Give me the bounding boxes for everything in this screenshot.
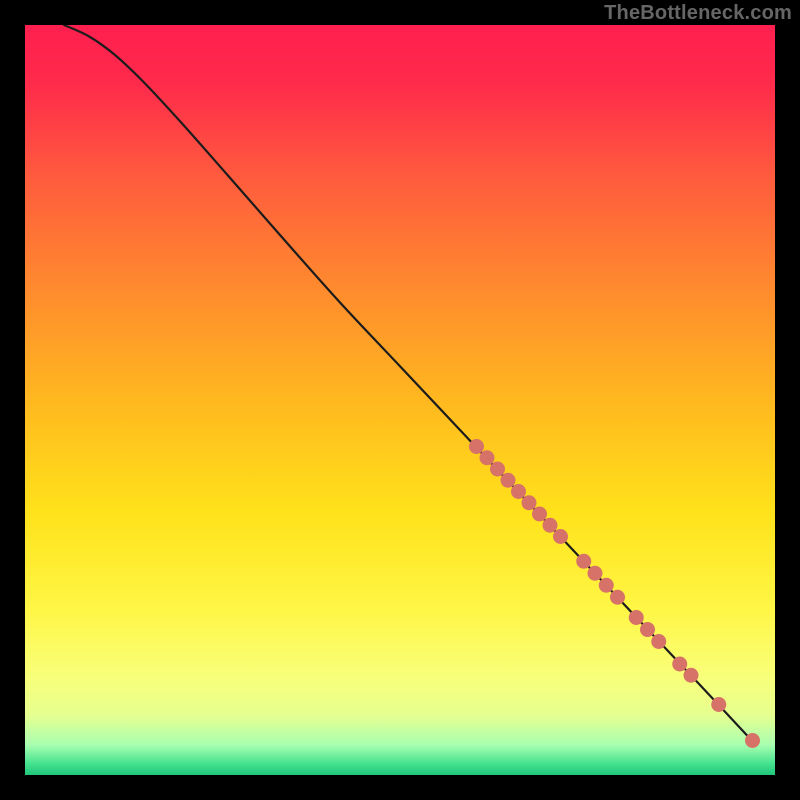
- data-marker: [501, 473, 515, 487]
- data-marker: [629, 611, 643, 625]
- gradient-background: [25, 25, 775, 775]
- data-marker: [712, 698, 726, 712]
- chart-container: TheBottleneck.com: [0, 0, 800, 800]
- data-marker: [491, 462, 505, 476]
- data-marker: [522, 496, 536, 510]
- data-marker: [684, 668, 698, 682]
- data-marker: [746, 734, 760, 748]
- watermark-text: TheBottleneck.com: [604, 2, 792, 25]
- data-marker: [652, 635, 666, 649]
- data-marker: [554, 530, 568, 544]
- data-marker: [673, 657, 687, 671]
- data-marker: [512, 485, 526, 499]
- data-marker: [599, 578, 613, 592]
- data-marker: [533, 507, 547, 521]
- data-marker: [577, 554, 591, 568]
- data-marker: [611, 590, 625, 604]
- data-marker: [480, 451, 494, 465]
- plot-area: [25, 25, 775, 775]
- plot-svg: [25, 25, 775, 775]
- data-marker: [470, 440, 484, 454]
- data-marker: [543, 518, 557, 532]
- data-marker: [641, 623, 655, 637]
- data-marker: [588, 566, 602, 580]
